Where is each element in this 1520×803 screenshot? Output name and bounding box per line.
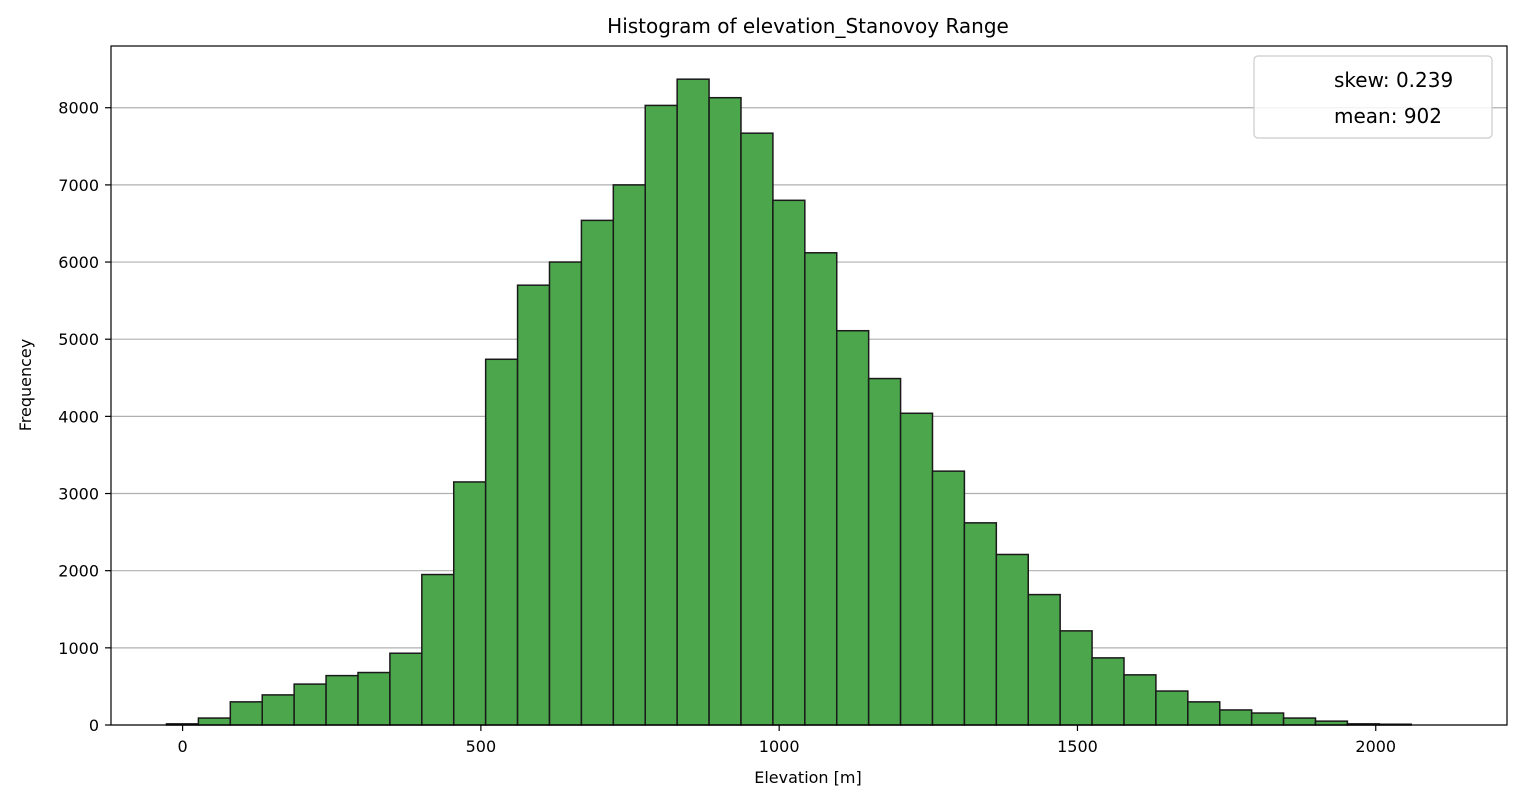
histogram-bar <box>867 377 902 726</box>
y-tick-label: 2000 <box>58 562 99 581</box>
y-tick-label: 6000 <box>58 253 99 272</box>
x-tick-label: 2000 <box>1355 737 1396 756</box>
x-tick-label: 500 <box>466 737 497 756</box>
histogram-bars <box>165 78 1412 726</box>
histogram-bar <box>1250 712 1285 726</box>
legend: skew: 0.239 mean: 902 <box>1253 55 1493 139</box>
histogram-bar <box>484 358 519 726</box>
y-axis-ticks: 0 1000 2000 3000 4000 5000 6000 7000 8000 <box>58 99 111 735</box>
histogram-bar <box>644 104 678 726</box>
x-tick-label: 1000 <box>759 737 800 756</box>
y-tick-label: 3000 <box>58 485 99 504</box>
histogram-bar <box>772 199 806 726</box>
x-tick-label: 1500 <box>1057 737 1098 756</box>
histogram-bar <box>899 412 934 726</box>
y-axis-label: Frequencey <box>16 339 35 432</box>
histogram-bar <box>1282 717 1317 726</box>
x-axis-ticks: 0 500 1000 1500 2000 <box>177 725 1396 756</box>
histogram-bar <box>995 553 1029 726</box>
histogram-bar <box>293 683 327 726</box>
histogram-bar <box>835 329 870 726</box>
histogram-bar <box>676 78 710 726</box>
histogram-bar <box>1091 657 1125 726</box>
histogram-bar <box>804 252 838 726</box>
histogram-bar <box>1187 701 1221 726</box>
y-tick-label: 1000 <box>58 639 99 658</box>
y-tick-label: 7000 <box>58 176 99 195</box>
y-tick-label: 8000 <box>58 99 99 118</box>
legend-entry-skew: skew: 0.239 <box>1334 68 1453 92</box>
plot-frame <box>110 45 1508 726</box>
y-tick-label: 0 <box>89 716 99 735</box>
legend-entry-mean: mean: 902 <box>1334 104 1442 128</box>
histogram-bar <box>229 701 263 726</box>
histogram-bar <box>357 671 391 726</box>
histogram-bar <box>261 694 295 726</box>
chart-title: Histogram of elevation_Stanovoy Range <box>607 14 1009 38</box>
histogram-bar <box>580 219 615 726</box>
histogram-bar <box>1218 709 1253 726</box>
histogram-bar <box>325 674 359 726</box>
histogram-bar <box>1059 630 1093 726</box>
histogram-bar <box>708 96 742 726</box>
histogram-bar <box>516 284 551 726</box>
x-axis-label: Elevation [m] <box>754 768 861 787</box>
histogram-bar <box>931 470 966 726</box>
histogram-bar <box>548 261 583 726</box>
histogram-bar <box>421 573 455 726</box>
histogram-bar <box>1027 593 1061 726</box>
histogram-bar <box>1155 690 1189 726</box>
histogram-bar <box>389 652 423 726</box>
histogram-bar <box>740 132 774 726</box>
histogram-bar <box>612 184 646 726</box>
histogram-bar <box>963 522 998 726</box>
y-tick-label: 4000 <box>58 407 99 426</box>
histogram-bar <box>197 717 232 726</box>
histogram-bar <box>452 481 487 726</box>
y-tick-label: 5000 <box>58 330 99 349</box>
legend-box <box>1253 55 1493 139</box>
x-tick-label: 0 <box>177 737 187 756</box>
histogram-bar <box>1123 674 1157 726</box>
